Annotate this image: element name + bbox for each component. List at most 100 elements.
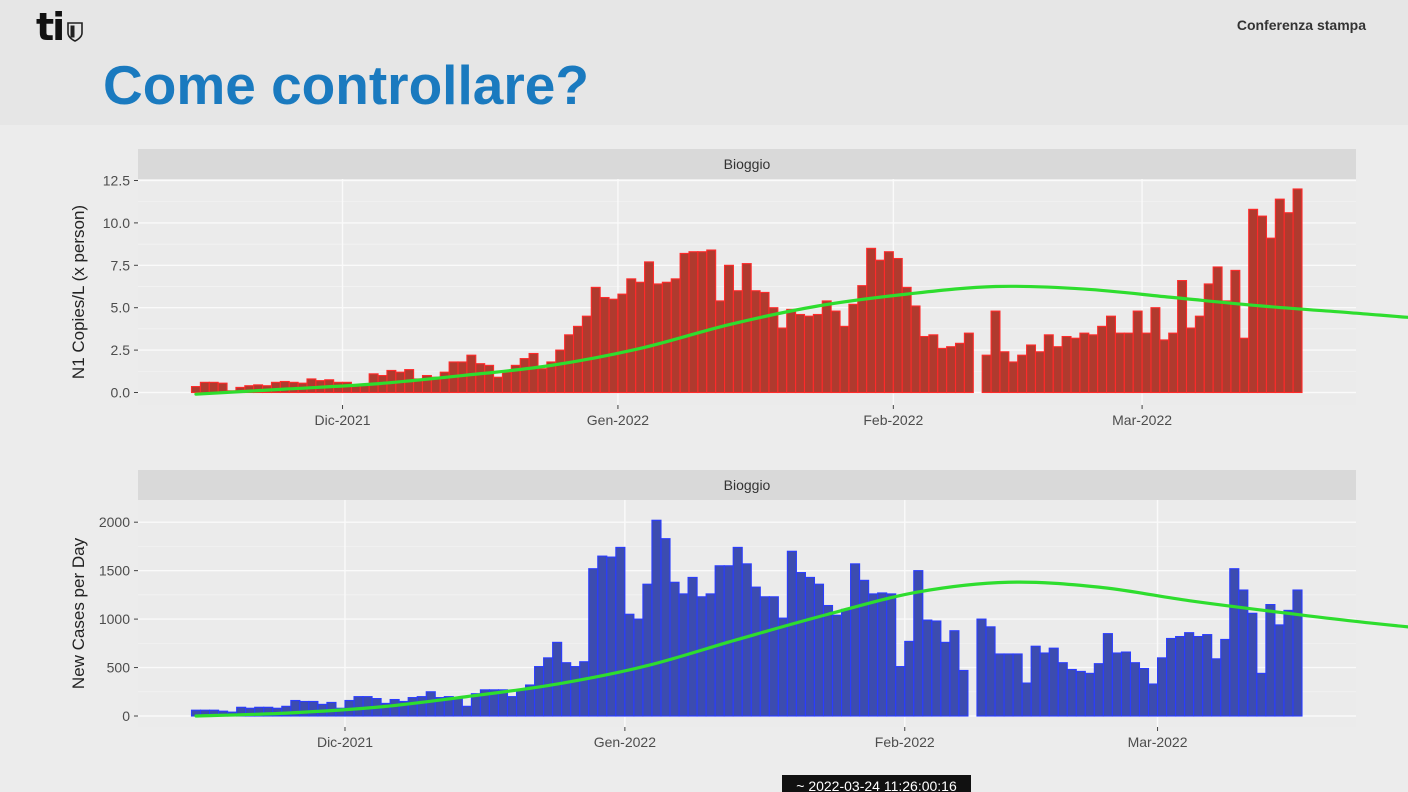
data-bar (608, 298, 619, 394)
data-bar (1066, 668, 1077, 717)
data-bar (1256, 672, 1267, 717)
data-bar (588, 568, 599, 717)
data-bar (1274, 198, 1285, 394)
data-bar (1012, 653, 1023, 717)
data-bar (697, 251, 708, 394)
data-bar (1292, 188, 1303, 394)
data-bar (597, 555, 608, 717)
data-bar (1220, 638, 1231, 717)
data-bar (990, 310, 1001, 394)
data-bar (1102, 633, 1113, 717)
smooth-trend-line (194, 580, 1408, 718)
data-bar (1026, 344, 1037, 394)
data-bar (831, 614, 843, 717)
header-label: Conferenza stampa (1236, 17, 1366, 33)
data-bar (208, 381, 219, 394)
data-bar (635, 281, 646, 394)
data-bar (506, 696, 518, 717)
data-bar (803, 315, 814, 394)
data-bar (1057, 662, 1068, 717)
data-bar (910, 305, 921, 394)
data-bar (670, 278, 681, 394)
data-bar (1084, 672, 1095, 717)
data-bar (895, 666, 906, 717)
data-bar (528, 352, 539, 394)
data-bar (883, 251, 894, 394)
data-bar (804, 576, 816, 717)
data-bar (555, 349, 566, 394)
data-bar (1221, 300, 1232, 394)
data-bar (493, 376, 503, 394)
x-tick-label: Mar-2022 (1128, 734, 1188, 750)
data-bar (1265, 237, 1276, 394)
data-bar (937, 347, 948, 394)
data-bar (1168, 332, 1179, 394)
data-bar (1156, 657, 1168, 717)
data-bar (615, 546, 626, 717)
y-tick-label: 1500 (99, 563, 130, 579)
data-bar (786, 308, 797, 394)
data-bar (461, 705, 472, 717)
data-bar (1034, 351, 1045, 394)
x-tick-label: Feb-2022 (875, 734, 935, 750)
data-bar (1075, 670, 1086, 717)
data-bar (1114, 332, 1125, 394)
data-bar (1079, 332, 1090, 394)
data-bar (840, 608, 852, 717)
data-bar (1097, 325, 1108, 394)
data-bar (1052, 346, 1063, 394)
data-bar (786, 550, 797, 717)
data-bar (1147, 683, 1159, 717)
data-bar (1185, 327, 1196, 394)
data-bar (651, 519, 662, 717)
data-bar (963, 332, 974, 394)
data-bar (561, 662, 572, 717)
data-bar (475, 363, 486, 394)
video-timestamp: ~ 2022-03-24 11:26:00:16 (782, 775, 971, 792)
data-bar (922, 619, 933, 717)
data-bar (994, 653, 1005, 717)
data-bar (1230, 269, 1241, 394)
data-bar (1017, 354, 1028, 394)
data-bar (1048, 647, 1059, 717)
data-bar (353, 696, 364, 717)
data-bar (1070, 337, 1081, 394)
data-bar (1265, 604, 1276, 717)
x-tick-label: Feb-2022 (863, 412, 923, 428)
chart-panel-2: Bioggio 0 500 1000 1500 2000 Dic-2021 Gen-2022 F… (69, 470, 1408, 750)
facet-label: Bioggio (724, 156, 771, 172)
data-bar (750, 290, 761, 394)
data-bar (1141, 332, 1152, 394)
data-bar (661, 281, 672, 394)
x-tick-label: Gen-2022 (587, 412, 649, 428)
data-bar (1194, 315, 1205, 394)
data-bar (534, 666, 545, 717)
data-bar (931, 620, 942, 717)
data-bar (1093, 663, 1104, 717)
data-bar (976, 618, 987, 717)
data-bar (1274, 624, 1285, 717)
data-bar (723, 264, 734, 394)
data-bar (1239, 337, 1250, 394)
y-tick-label: 10.0 (103, 215, 130, 231)
data-bar (839, 325, 850, 394)
data-bar (1008, 361, 1019, 394)
data-bar (501, 371, 512, 394)
data-bar (1193, 635, 1204, 717)
data-bar (940, 641, 951, 717)
data-bar (660, 538, 671, 717)
data-bar (1283, 609, 1294, 717)
data-bar (1061, 335, 1072, 394)
data-bar (1211, 658, 1222, 717)
data-bar (1111, 652, 1122, 717)
data-bar (777, 617, 788, 717)
data-bar (1021, 682, 1032, 717)
data-bar (985, 626, 996, 717)
data-bar (904, 640, 915, 717)
data-bar (848, 303, 859, 394)
data-bar (1247, 612, 1258, 717)
data-bar (389, 698, 400, 717)
data-bar (1166, 637, 1177, 717)
data-bar (484, 364, 495, 394)
